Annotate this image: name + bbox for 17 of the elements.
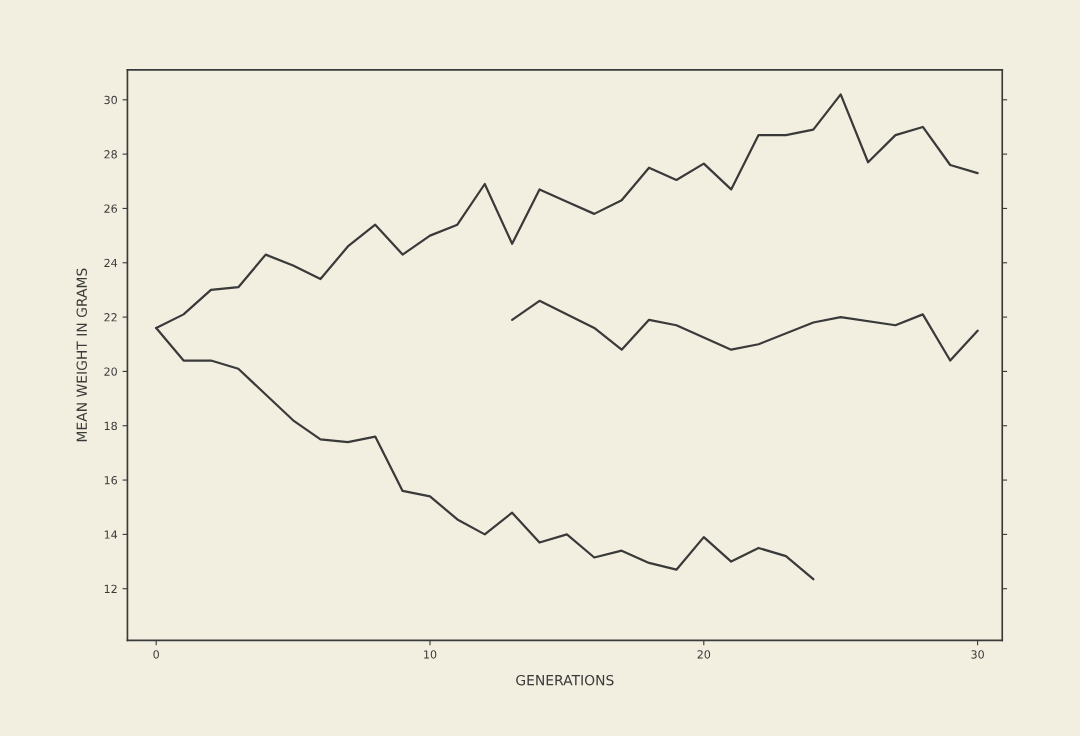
y-tick-label: 16 [104, 476, 118, 485]
y-tick-label: 26 [104, 204, 118, 213]
x-axis-title: GENERATIONS [516, 674, 614, 686]
y-tick-label: 28 [104, 150, 117, 159]
x-tick-label: 0 [153, 650, 159, 659]
x-tick-label: 20 [697, 650, 711, 659]
y-tick-label: 18 [104, 421, 117, 431]
y-tick-label: 24 [104, 258, 118, 267]
y-tick-label: 14 [104, 530, 118, 539]
line-series [511, 299, 979, 362]
x-tick-label: 30 [971, 650, 984, 659]
y-tick-label: 30 [104, 95, 117, 105]
y-tick-label: 12 [104, 584, 117, 593]
y-tick-label: 20 [104, 367, 117, 376]
x-tick-label: 10 [424, 650, 437, 659]
y-tick-label: 22 [104, 313, 117, 322]
y-axis-title: MEAN WEIGHT IN GRAMS [76, 268, 87, 442]
